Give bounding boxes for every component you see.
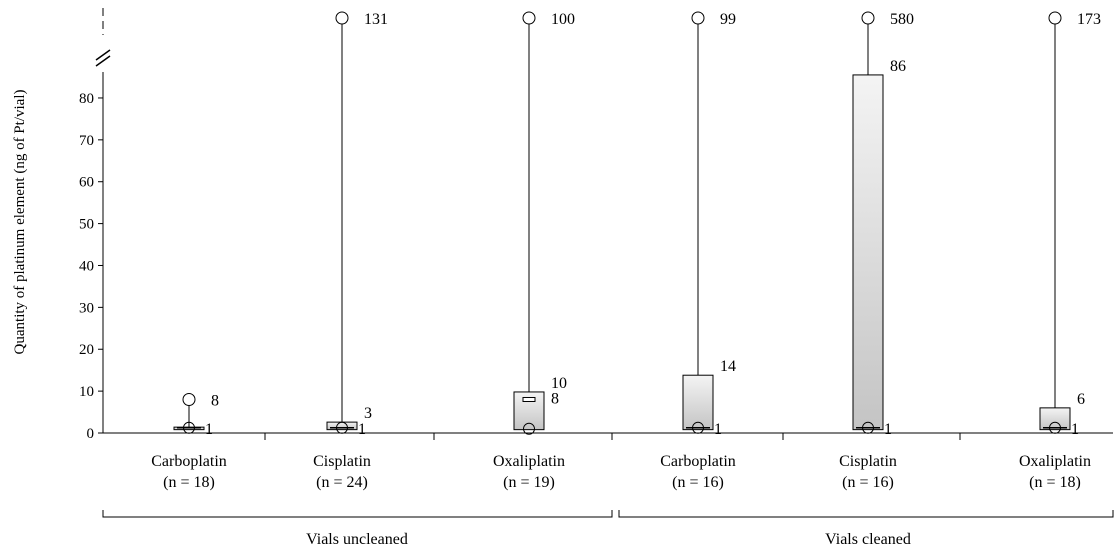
category-label: Carboplatin [660, 453, 736, 470]
median-label: 1 [205, 421, 213, 438]
y-tick-label: 80 [79, 91, 94, 107]
category-n-label: (n = 19) [503, 474, 555, 491]
axis-break-mark [95, 55, 111, 67]
max-label: 99 [720, 11, 736, 28]
y-tick-label: 50 [79, 217, 94, 233]
max-marker [335, 11, 349, 25]
max-label: 580 [890, 11, 914, 28]
y-tick-label: 70 [79, 133, 94, 149]
q3-label: 14 [720, 358, 736, 375]
q3-label: 3 [364, 405, 372, 422]
y-tick-label: 0 [87, 426, 95, 442]
median-label: 1 [884, 421, 892, 438]
max-label: 100 [551, 11, 575, 28]
box [1039, 407, 1071, 431]
box [682, 374, 714, 431]
q3-label: 6 [1077, 391, 1085, 408]
median-label: 1 [358, 421, 366, 438]
category-n-label: (n = 18) [1029, 474, 1081, 491]
group-bracket [102, 510, 613, 518]
max-marker [522, 11, 536, 25]
median-marker [522, 396, 536, 402]
y-tick-label: 20 [79, 342, 94, 358]
group-bracket [618, 510, 1114, 518]
max-marker [182, 392, 196, 406]
plot-area: 0 10 20 30 40 50 60 70 80 Vials uncleaned Vials cl… [79, 8, 1114, 548]
category-label: Cisplatin [313, 453, 371, 470]
median-label: 1 [714, 421, 722, 438]
category-n-label: (n = 24) [316, 474, 368, 491]
max-marker [1048, 11, 1062, 25]
y-tick-label: 60 [79, 175, 94, 191]
category-label: Oxaliplatin [1019, 453, 1091, 470]
group-label: Vials uncleaned [306, 531, 408, 548]
q3-label: 86 [890, 58, 906, 75]
y-tick-label: 10 [79, 384, 94, 400]
max-label: 131 [364, 11, 388, 28]
y-tick-label: 30 [79, 300, 94, 316]
category-n-label: (n = 16) [672, 474, 724, 491]
median-label: 1 [1071, 421, 1079, 438]
category-label: Carboplatin [151, 453, 227, 470]
median-label: 8 [551, 390, 559, 407]
category-label: Cisplatin [839, 453, 897, 470]
min-marker [523, 422, 535, 435]
box [852, 74, 884, 431]
y-tick-label: 40 [79, 258, 94, 274]
category-n-label: (n = 16) [842, 474, 894, 491]
max-label: 173 [1077, 11, 1101, 28]
max-label: 8 [211, 392, 219, 409]
category-label: Oxaliplatin [493, 453, 565, 470]
axis-break-mark [95, 49, 111, 61]
y-axis-label: Quantity of platinum element (ng of Pt/v… [12, 90, 28, 355]
max-marker [861, 11, 875, 25]
group-label: Vials cleaned [825, 531, 911, 548]
max-marker [691, 11, 705, 25]
q3-label: 10 [551, 375, 567, 392]
category-n-label: (n = 18) [163, 474, 215, 491]
